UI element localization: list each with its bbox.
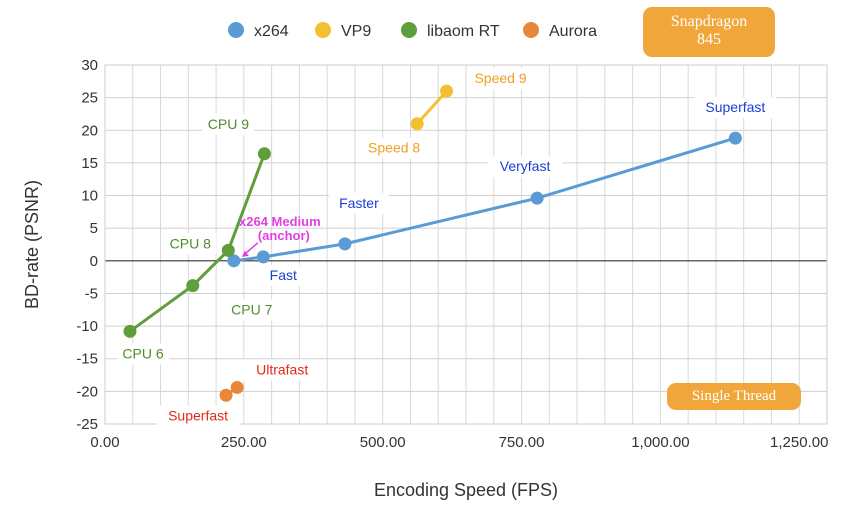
data-label-background — [466, 68, 535, 90]
data-point — [186, 279, 200, 293]
data-label-background — [225, 299, 278, 321]
x-axis-title: Encoding Speed (FPS) — [374, 480, 558, 500]
y-tick-label: 25 — [81, 90, 98, 107]
thread-badge: Single Thread — [667, 383, 801, 410]
annotation-line1: x264 Medium — [239, 214, 321, 229]
x-tick-label: 500.00 — [360, 434, 406, 451]
data-point — [219, 388, 233, 402]
data-label: Veryfast — [500, 158, 551, 174]
data-label: Speed 8 — [368, 140, 420, 156]
data-label-background — [156, 405, 240, 427]
x-tick-label: 0.00 — [90, 434, 119, 451]
legend-marker — [523, 22, 539, 38]
legend-marker — [315, 22, 331, 38]
y-tick-label: 15 — [81, 155, 98, 172]
y-tick-label: 30 — [81, 57, 98, 74]
data-label-background — [261, 264, 306, 286]
x-tick-label: 1,000.00 — [631, 434, 689, 451]
data-label-background — [116, 343, 169, 365]
data-label-background — [202, 113, 255, 135]
platform-badge-line1: Snapdragon — [670, 13, 748, 30]
y-tick-label: -20 — [76, 383, 98, 400]
data-label: Superfast — [168, 407, 228, 423]
data-point — [530, 191, 544, 205]
data-label: Ultrafast — [256, 361, 308, 377]
data-point — [221, 243, 235, 257]
legend-marker — [401, 22, 417, 38]
data-point — [256, 250, 270, 264]
data-label-background — [487, 156, 563, 178]
legend-label: VP9 — [341, 23, 371, 40]
legend-label: libaom RT — [427, 23, 500, 40]
y-tick-label: -25 — [76, 416, 98, 433]
data-point — [440, 84, 454, 98]
platform-badge-line2: 845 — [697, 31, 721, 48]
data-label: CPU 6 — [122, 345, 163, 361]
y-tick-label: -15 — [76, 351, 98, 368]
series-line — [416, 90, 448, 125]
data-label-background — [240, 359, 324, 381]
data-point — [338, 237, 352, 251]
y-tick-label: 0 — [90, 253, 98, 270]
plot-area — [104, 64, 828, 425]
y-tick-label: -5 — [85, 285, 98, 302]
data-label: Fast — [270, 267, 297, 283]
data-point — [410, 117, 424, 131]
annotation-line2: (anchor) — [258, 228, 310, 243]
data-point — [227, 254, 241, 268]
x-tick-label: 1,250.00 — [770, 434, 828, 451]
data-point — [728, 131, 742, 145]
legend-label: x264 — [254, 23, 289, 40]
legend-label: Aurora — [549, 23, 597, 40]
series-line — [129, 153, 266, 333]
data-label: Faster — [339, 195, 379, 211]
data-label-background — [360, 137, 428, 159]
y-axis-title: BD-rate (PSNR) — [22, 180, 42, 309]
data-point — [230, 380, 244, 394]
data-label-background — [694, 97, 777, 119]
platform-badge: Snapdragon 845 — [643, 7, 775, 57]
data-point — [257, 147, 271, 161]
data-label: Speed 9 — [474, 70, 526, 86]
y-tick-label: 10 — [81, 188, 98, 205]
data-label-background — [329, 192, 389, 214]
annotation-arrow-head — [241, 250, 249, 257]
x-tick-label: 750.00 — [499, 434, 545, 451]
data-point — [123, 324, 137, 338]
data-label: CPU 7 — [231, 302, 272, 318]
y-tick-label: -10 — [76, 318, 98, 335]
y-tick-label: 20 — [81, 122, 98, 139]
data-label-background — [164, 233, 217, 255]
data-label: Superfast — [705, 99, 765, 115]
x-tick-label: 250.00 — [221, 434, 267, 451]
y-tick-label: 5 — [90, 220, 98, 237]
data-label: CPU 8 — [170, 235, 211, 251]
data-label: CPU 9 — [208, 116, 249, 132]
legend-marker — [228, 22, 244, 38]
